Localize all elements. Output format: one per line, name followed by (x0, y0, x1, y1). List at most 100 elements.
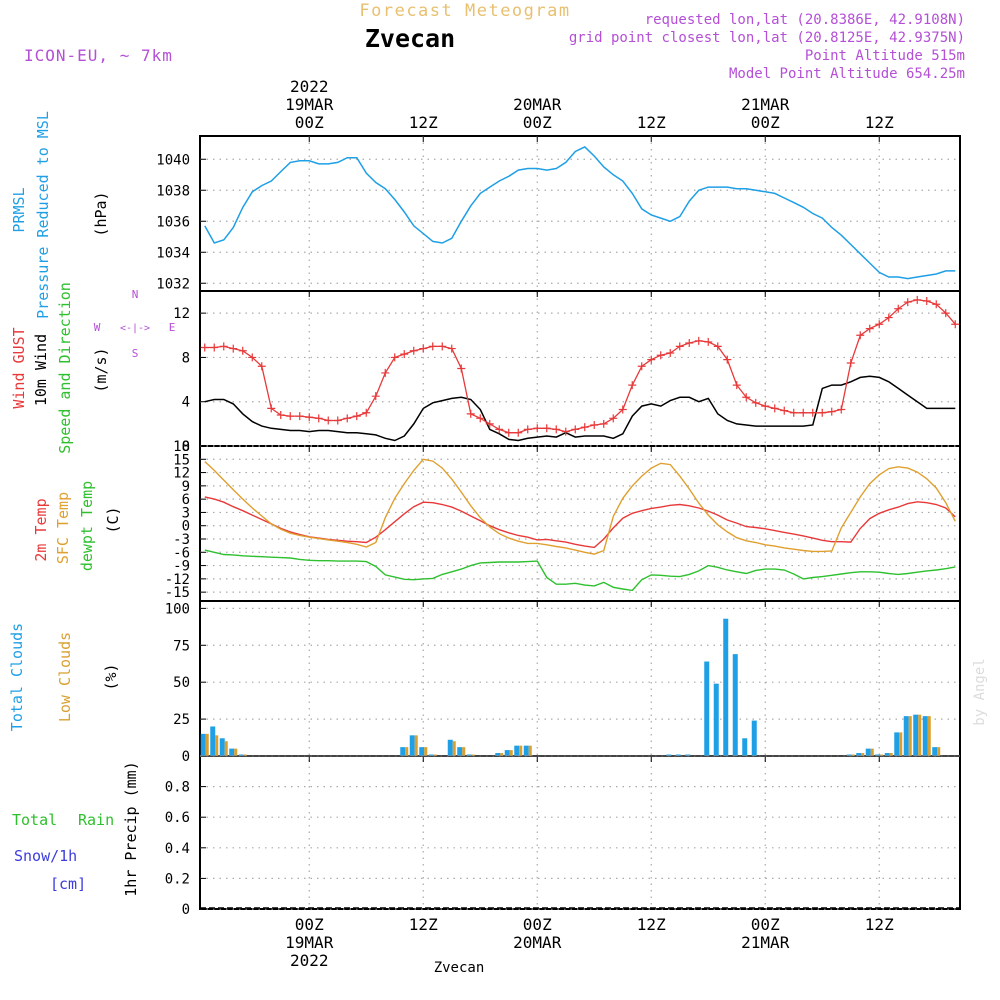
cloud-unit: (%) (102, 663, 120, 690)
gust-marker (675, 342, 684, 351)
total-cloud-bar (732, 654, 738, 756)
gust-marker (571, 425, 580, 434)
pressure-line (204, 145, 956, 280)
bottom-date-label: 20MAR (513, 933, 562, 952)
value-tick-label: 0.4 (165, 841, 190, 857)
gust-marker (210, 343, 219, 352)
gust-marker (257, 362, 266, 371)
total-cloud-bar (903, 716, 909, 756)
low-cloud-bar (243, 754, 247, 756)
gust-marker (438, 342, 447, 351)
gust-marker (400, 350, 409, 359)
prmsl-label: PRMSL (10, 187, 28, 232)
gust-marker (932, 300, 941, 309)
gust-marker (941, 309, 950, 318)
value-tick-label: 0 (182, 439, 190, 455)
gust-marker (628, 381, 637, 390)
value-tick-label: 12 (173, 306, 190, 322)
value-tick-label: 18 (173, 439, 190, 455)
bottom-time-label: 00Z (751, 915, 780, 934)
model-label: ICON-EU, ~ 7km (24, 46, 173, 65)
total-cloud-bar (894, 732, 900, 756)
low-cloud-bar (424, 747, 428, 756)
total-cloud-bar (504, 750, 510, 756)
value-tick-label: 100 (165, 601, 190, 617)
gust-marker (856, 331, 865, 340)
value-tick-label: 4 (182, 395, 190, 411)
total-cloud-bar (713, 683, 719, 756)
gust-marker (229, 344, 238, 353)
pressure-panel (199, 135, 961, 292)
rain-label: Rain (78, 811, 114, 829)
total-cloud-bar (210, 726, 216, 756)
gust-marker (818, 408, 827, 417)
temperature-panel (199, 445, 961, 602)
precip-axis-label: 1hr Precip (mm) (122, 761, 140, 896)
bottom-time-label: 12Z (637, 915, 666, 934)
gust-marker (485, 419, 494, 428)
total-cloud-bar (457, 747, 463, 756)
total-cloud-bar (913, 714, 919, 756)
point-altitude: Point Altitude 515m (805, 48, 965, 64)
dewpt-label: dewpt Temp (78, 481, 96, 571)
gust-marker (428, 342, 437, 351)
gust-line (204, 299, 956, 434)
snow-unit-label: [cm] (50, 875, 86, 893)
total-cloud-bar (685, 754, 691, 756)
gust-marker (324, 416, 333, 425)
total-cloud-bar (238, 754, 244, 756)
low-cloud-bar (851, 754, 855, 756)
cloud-labels: Total Clouds Low Clouds (%) (8, 623, 120, 731)
data-series (200, 145, 960, 909)
total-cloud-bar (751, 720, 757, 756)
value-tick-label: 75 (173, 638, 190, 654)
gust-marker (732, 381, 741, 390)
gust-marker (922, 296, 931, 305)
gust-marker (723, 355, 732, 364)
precip-labels: Total Rain Snow/1h [cm] 1hr Precip (mm) (12, 761, 140, 896)
gridpoint-coords: grid point closest lon,lat (20.8125E, 42… (569, 30, 965, 46)
gust-marker (514, 428, 523, 437)
total-cloud-bar (666, 754, 672, 756)
total-cloud-bar (400, 747, 406, 756)
gust-marker (694, 336, 703, 345)
gust-marker (951, 320, 960, 329)
low-cloud-bar (528, 745, 532, 756)
total-cloud-bar (742, 738, 748, 756)
low-cloud-bar (224, 741, 228, 756)
low-cloud-bar (405, 747, 409, 756)
pressure-unit: (hPa) (92, 191, 110, 236)
gust-marker (713, 342, 722, 351)
gust-marker (561, 427, 570, 436)
wind10m-label: 10m Wind (32, 334, 50, 406)
gust-marker (267, 404, 276, 413)
value-tick-label: 0 (182, 749, 190, 765)
gust-marker (419, 344, 428, 353)
gust-marker (913, 295, 922, 304)
gust-marker (314, 414, 323, 423)
t2m-line (204, 496, 956, 549)
gust-marker (599, 419, 608, 428)
bottom-location: Zvecan (434, 960, 485, 976)
total-cloud-bar (865, 748, 871, 756)
gust-marker (799, 408, 808, 417)
gust-marker (704, 337, 713, 346)
gust-marker (742, 393, 751, 402)
sfc-temp-line (204, 458, 956, 555)
value-tick-label: 1034 (156, 245, 190, 261)
total-cloud-bar (419, 747, 425, 756)
gust-marker (200, 343, 209, 352)
bottom-time-label: 12Z (409, 915, 438, 934)
gust-marker (219, 342, 228, 351)
gust-marker (552, 425, 561, 434)
low-cloud-bar (414, 735, 418, 756)
wind-labels: Wind GUST 10m Wind Speed and Direction (… (10, 282, 175, 454)
gust-marker (476, 414, 485, 423)
total-cloud-bar (932, 747, 938, 756)
value-tick-label: 8 (182, 350, 190, 366)
value-tick-label: -15 (165, 585, 190, 601)
wind-panel (199, 290, 961, 447)
value-tick-label: 6 (182, 492, 190, 508)
top-time-label: 12Z (637, 113, 666, 132)
gust-marker (295, 412, 304, 421)
